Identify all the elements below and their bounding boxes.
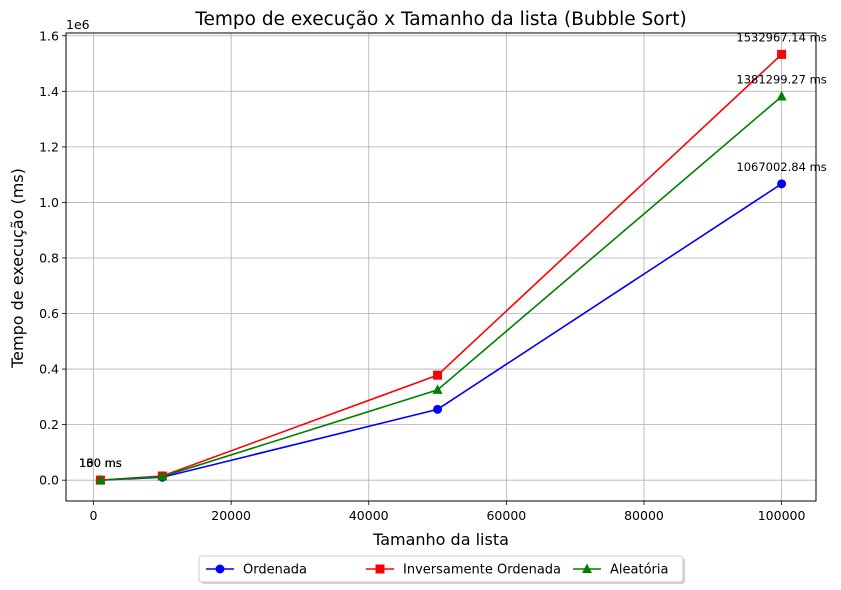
y-tick-label: 0.0 [39,473,59,488]
x-tick-label: 60000 [486,508,526,523]
legend-label: Ordenada [243,563,307,578]
ticks: 0 20000 40000 60000 80000 100000 0.0 0.2 0.4 0.6 0… [39,28,805,523]
data-label: 1381299.27 ms [736,73,826,87]
data-point [777,49,787,59]
legend-marker [215,564,225,574]
y-tick-label: 1.2 [39,139,59,154]
data-point [432,384,443,394]
legend-box [198,555,684,583]
x-tick-label: 40000 [349,508,389,523]
y-tick-label: 1.0 [39,195,59,210]
data-point [776,91,787,101]
x-tick-label: 0 [90,508,98,523]
data-point [777,179,787,189]
y-tick-label: 0.4 [39,362,59,377]
y-tick-label: 1.4 [39,84,59,99]
data-point [433,404,443,414]
y-tick-label: 0.6 [39,306,59,321]
x-axis-title: Tamanho da lista [372,530,509,549]
x-tick-label: 80000 [624,508,664,523]
data-point [157,471,168,481]
plot-frame [65,32,817,502]
y-axis-title: Tempo de execução (ms) [8,168,27,369]
data-label: 130 ms [79,456,122,470]
series-line [100,183,783,481]
chart-title: Tempo de execução x Tamanho da lista (Bu… [194,9,686,30]
x-tick-label: 20000 [211,508,251,523]
legend-marker [582,563,592,573]
data-label: 160 ms [79,456,122,470]
y-tick-label: 0.8 [39,250,59,265]
data-labels: 100 ms 1067002.84 ms 160 ms 1532967.14 ms 13… [79,30,827,470]
series-layer [95,49,787,485]
legend-marker [375,564,385,574]
data-point [433,370,443,380]
legend-label: Inversamente Ordenada [403,563,561,578]
grid [66,33,816,501]
series-line [100,53,783,481]
y-axis-offset-label: 1e6 [66,17,90,32]
data-label: 100 ms [79,456,122,470]
x-tick-label: 100000 [758,508,806,523]
y-tick-label: 1.6 [39,28,59,43]
y-tick-label: 0.2 [39,417,59,432]
data-label: 1532967.14 ms [736,30,826,44]
series-line [100,95,783,481]
data-point [95,474,106,485]
data-label: 1067002.84 ms [736,160,826,174]
legend-label: Aleatória [610,563,668,578]
legend: Ordenada Inversamente Ordenada Aleatória [198,555,685,584]
